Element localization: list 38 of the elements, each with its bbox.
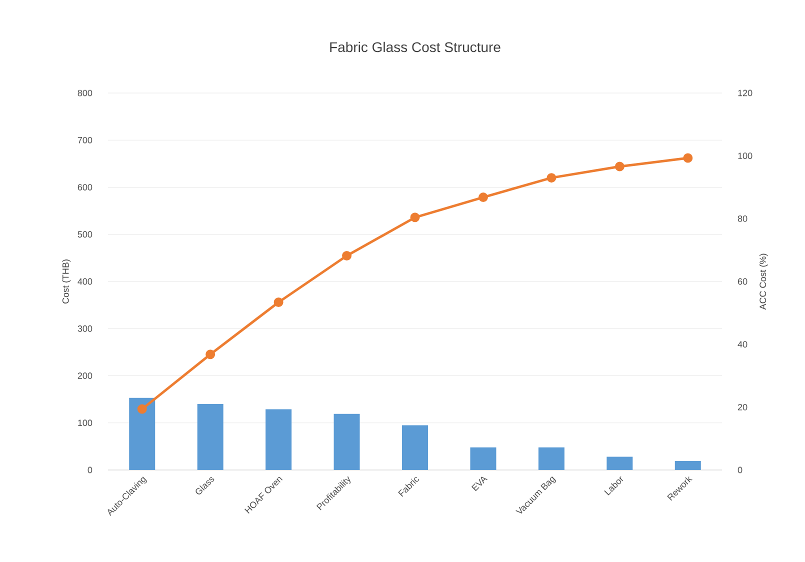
y-tick-label: 800 [78,90,92,96]
y2-tick-label: 20 [738,404,748,410]
point [683,153,693,163]
y-tick-label: 500 [78,231,92,238]
y-tick-label: 0 [88,466,92,474]
point [274,297,284,307]
chart-title: Fabric Glass Cost Structure [330,42,500,52]
y2-tick-label: 120 [738,90,752,96]
y-tick-label: 700 [78,136,92,144]
point [478,192,488,202]
y-tick-label: 400 [78,278,92,285]
y2-axis-title: ACC Cost (%) [759,254,768,310]
y2-tick-label: 40 [738,341,748,348]
y-tick-label: 100 [78,420,92,426]
bar [402,425,428,470]
y-axis-title: Cost (THB) [62,260,71,304]
y2-tick-label: 0 [738,466,742,474]
y2-tick-label: 60 [738,278,748,285]
bar [470,447,496,470]
point [614,162,624,172]
bar [197,404,224,470]
bar [538,447,564,470]
point [410,212,420,222]
bar [129,398,156,470]
bar [606,456,633,470]
point [546,173,556,183]
point [206,350,216,360]
point [342,250,352,260]
y2-tick-label: 80 [738,215,748,222]
point [137,404,147,414]
bar [266,409,292,470]
y2-tick-label: 100 [738,152,752,160]
bar [334,414,360,470]
bar [674,461,701,470]
y-tick-label: 300 [78,325,92,332]
y-tick-label: 600 [78,184,92,190]
y-tick-label: 200 [78,372,92,379]
x-tick-label: EVA [471,476,488,492]
